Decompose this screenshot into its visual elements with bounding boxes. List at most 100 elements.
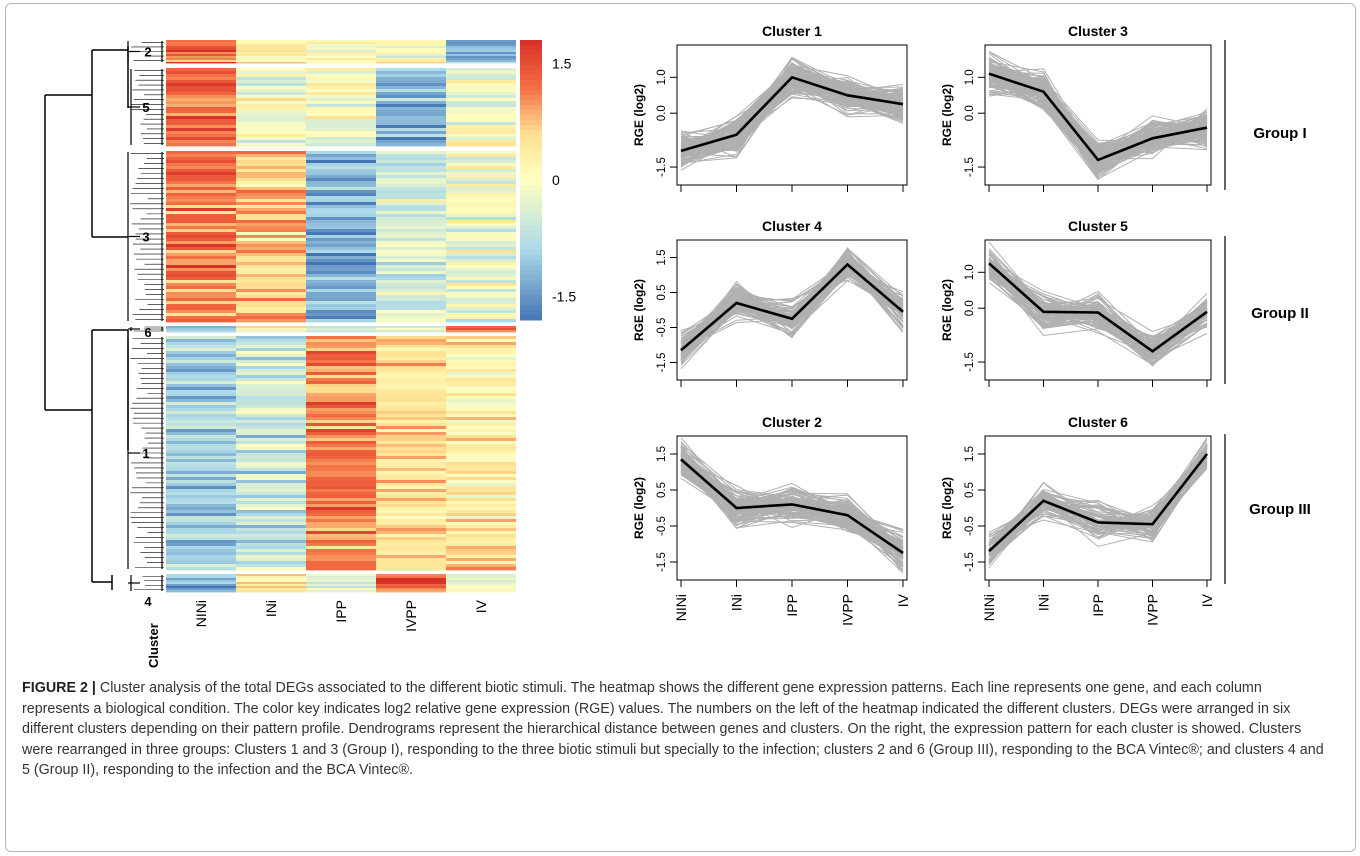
heatmap-cell — [166, 489, 236, 493]
heatmap-cell — [306, 58, 376, 61]
heatmap-cell — [446, 399, 516, 403]
heatmap-cell — [376, 414, 446, 418]
y-tick-label: 1.0 — [964, 69, 976, 85]
heatmap-cell — [166, 578, 236, 581]
heatmap-cell — [166, 208, 236, 212]
x-tick-label: INi — [729, 594, 745, 611]
group-label: Group II — [1251, 305, 1309, 322]
heatmap-cell — [306, 411, 376, 415]
heatmap-cell — [236, 486, 306, 490]
heatmap-cell — [166, 366, 236, 370]
color-key-swatch — [520, 195, 542, 201]
color-key-swatch — [520, 130, 542, 136]
heatmap-cell — [446, 387, 516, 391]
heatmap-cell — [166, 468, 236, 472]
heatmap-cell — [236, 301, 306, 305]
heatmap-cell — [446, 181, 516, 185]
heatmap-cell — [376, 510, 446, 514]
heatmap-cell — [376, 235, 446, 239]
heatmap-cell — [236, 101, 306, 105]
heatmap-cell — [446, 244, 516, 248]
heatmap-cell — [236, 588, 306, 591]
heatmap-cell — [236, 196, 306, 200]
heatmap-cell — [236, 474, 306, 478]
heatmap-cell — [306, 504, 376, 508]
heatmap-cell — [236, 584, 306, 587]
heatmap-cell — [166, 313, 236, 317]
heatmap-cell — [306, 280, 376, 284]
heatmap-cell — [166, 534, 236, 538]
heatmap-cell — [446, 101, 516, 105]
heatmap-cell — [236, 393, 306, 397]
heatmap-cell — [376, 384, 446, 388]
heatmap-cell — [446, 247, 516, 251]
heatmap-cell — [166, 134, 236, 138]
heatmap-cell — [446, 417, 516, 421]
heatmap-cell — [306, 495, 376, 499]
group-label: Group III — [1249, 501, 1311, 518]
heatmap-cell — [236, 58, 306, 61]
heatmap-cell — [376, 40, 446, 43]
heatmap-cell — [446, 480, 516, 484]
heatmap-cell — [446, 316, 516, 320]
heatmap-cell — [166, 438, 236, 442]
heatmap-cell — [446, 435, 516, 439]
heatmap-cell — [166, 423, 236, 427]
mean-profile-line — [680, 458, 904, 555]
x-tick-label: INi — [1036, 594, 1052, 611]
heatmap-cell — [236, 369, 306, 373]
heatmap-cell — [306, 113, 376, 117]
heatmap-cell — [376, 187, 446, 191]
heatmap-cell — [306, 372, 376, 376]
mean-profile-line — [680, 75, 904, 153]
heatmap-cell — [306, 586, 376, 589]
heatmap-cell — [376, 495, 446, 499]
heatmap-cell — [306, 387, 376, 391]
heatmap-cell — [236, 351, 306, 355]
heatmap-cell — [236, 423, 306, 427]
heatmap-cell — [306, 143, 376, 147]
heatmap-cell — [166, 590, 236, 593]
heatmap-cell — [376, 501, 446, 505]
heatmap-column-label: INi — [263, 600, 279, 617]
cluster-label: 2 — [144, 45, 151, 60]
heatmap-cell — [236, 181, 306, 185]
heatmap-cell — [236, 574, 306, 577]
y-tick-label: -1.5 — [656, 552, 668, 572]
heatmap-cell — [166, 348, 236, 352]
heatmap-cell — [376, 217, 446, 221]
heatmap-cell — [166, 286, 236, 290]
heatmap-cell — [306, 220, 376, 224]
heatmap-cell — [446, 110, 516, 114]
heatmap-cell — [306, 336, 376, 340]
heatmap-cell — [236, 345, 306, 349]
heatmap-cell — [166, 160, 236, 164]
heatmap-cell — [166, 74, 236, 78]
gene-profile-line — [988, 260, 1208, 337]
y-tick-label: -0.5 — [656, 516, 668, 536]
heatmap-cell — [236, 483, 306, 487]
heatmap-cell — [236, 42, 306, 45]
heatmap-cell — [166, 372, 236, 376]
color-key-swatch — [520, 265, 542, 271]
heatmap-cell — [236, 205, 306, 209]
heatmap-cell — [306, 163, 376, 167]
heatmap-cell — [306, 540, 376, 544]
heatmap-cell — [446, 492, 516, 496]
heatmap-cell — [306, 474, 376, 478]
heatmap-cell — [166, 154, 236, 158]
y-axis-label: RGE (log2) — [940, 477, 954, 539]
heatmap-cell — [376, 357, 446, 361]
heatmap-cell — [446, 125, 516, 129]
heatmap-cell — [236, 319, 306, 323]
heatmap-cell — [376, 196, 446, 200]
heatmap-cell — [306, 549, 376, 553]
heatmap-cell — [446, 489, 516, 493]
heatmap-cell — [166, 432, 236, 436]
group-label: Group I — [1253, 125, 1306, 142]
heatmap-cell — [236, 50, 306, 53]
color-key-swatch — [520, 245, 542, 251]
heatmap-cell — [236, 48, 306, 51]
heatmap-cell — [166, 390, 236, 394]
heatmap-cell — [306, 46, 376, 49]
